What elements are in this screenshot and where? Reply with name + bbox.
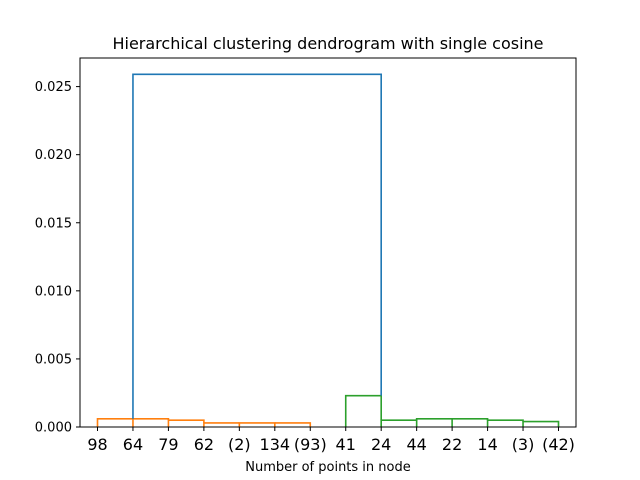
- y-axis: 0.000 0.005 0.010 0.015 0.020 0.025: [35, 80, 80, 436]
- leaf-label: 134: [260, 435, 291, 454]
- leaf-label: (3): [512, 435, 535, 454]
- dendrogram-link: [96, 418, 133, 427]
- y-tick-label: 0.010: [35, 284, 72, 299]
- leaf-label: 41: [336, 435, 356, 454]
- dendrogram-link: [203, 422, 240, 427]
- leaf-label: 44: [406, 435, 426, 454]
- leaf-label: (93): [294, 435, 327, 454]
- y-tick-label: 0.020: [35, 148, 72, 163]
- leaf-label: 22: [442, 435, 462, 454]
- dendrogram-link: [238, 422, 276, 427]
- leaf-label: 98: [87, 435, 107, 454]
- dendrogram-link: [132, 418, 170, 427]
- plot-frame: [79, 57, 577, 428]
- x-axis-label: Number of points in node: [245, 460, 411, 475]
- leaf-label: 62: [194, 435, 214, 454]
- dendrogram-link: [274, 422, 312, 427]
- leaf-label: 14: [477, 435, 497, 454]
- chart-title: Hierarchical clustering dendrogram with …: [112, 34, 543, 53]
- dendrogram-links: [96, 73, 560, 427]
- leaf-label: 64: [123, 435, 143, 454]
- leaf-label: (42): [542, 435, 575, 454]
- dendrogram-link: [132, 73, 382, 419]
- leaf-label: (2): [228, 435, 251, 454]
- x-axis: 98 64 79 62 (2) 134 (93) 41 24 44 22 14 (3) (42): [87, 427, 575, 454]
- dendrogram-link: [380, 418, 418, 427]
- leaf-label: 79: [158, 435, 178, 454]
- dendrogram-link: [451, 418, 489, 427]
- y-tick-label: 0.015: [35, 216, 72, 231]
- y-tick-label: 0.005: [35, 352, 72, 367]
- dendrogram-link: [344, 394, 382, 427]
- y-tick-label: 0.025: [35, 80, 72, 95]
- dendrogram-link: [522, 420, 560, 427]
- dendrogram-link: [167, 419, 205, 427]
- leaf-label: 24: [371, 435, 391, 454]
- dendrogram-link: [415, 418, 453, 427]
- dendrogram-link: [486, 419, 524, 427]
- y-tick-label: 0.000: [35, 421, 72, 436]
